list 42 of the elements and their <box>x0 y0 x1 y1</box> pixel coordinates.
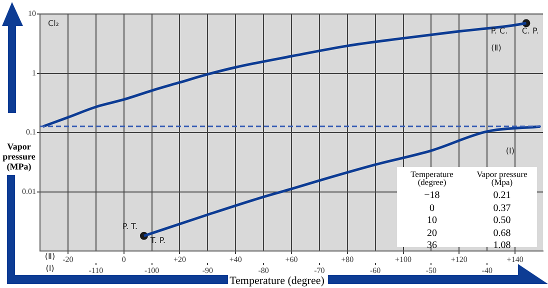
x2-tick-label: -90 <box>202 266 214 275</box>
annotation: 1.08 <box>492 240 512 252</box>
series-label: (Ⅱ) <box>491 43 502 52</box>
text: (Ⅱ) <box>44 252 56 262</box>
x2-tick-label: -40 <box>482 266 492 275</box>
x-tick-label: 0 <box>122 254 126 264</box>
annotation: 0.50 <box>492 215 512 228</box>
x-tick-label: -20 <box>62 254 74 264</box>
y-tick-label: 1 <box>32 68 36 78</box>
annotation: C. P. <box>522 26 539 36</box>
x2-tick-label: -80 <box>258 266 269 275</box>
text: (Ⅰ) <box>46 264 54 274</box>
y-tick-label: 0.1 <box>26 128 36 137</box>
x-tick-label: +60 <box>285 254 298 264</box>
x2-tick-label: -100 <box>144 266 160 275</box>
y-tick-label: 10 <box>28 9 36 18</box>
y-axis-title: Vapor pressure (MPa) <box>2 141 36 172</box>
annotation: Vapor pressure (Mpa) <box>476 168 528 189</box>
x-axis-title: Temperature (degree) <box>230 274 325 287</box>
x-tick-label: +20 <box>173 254 186 264</box>
annotation: 10 <box>426 215 438 228</box>
text: Cl₂ <box>48 19 60 28</box>
x2-tick-label: -50 <box>426 266 437 275</box>
x-tick-label: +40 <box>229 254 242 264</box>
x2-tick-label: -70 <box>314 266 325 275</box>
annotation: −18 <box>423 190 441 202</box>
annotation: 0.68 <box>492 228 512 240</box>
text: (Ⅰ) <box>506 146 515 156</box>
x-tick-label: +100 <box>395 254 412 264</box>
annotation: 0.37 <box>492 202 512 215</box>
x2-tick-label: -110 <box>88 266 104 275</box>
x-tick-label: +140 <box>506 254 524 264</box>
x-tick-label: +80 <box>341 254 354 264</box>
annotation: Temperature (degree) <box>410 168 454 189</box>
x2-tick-label: -60 <box>370 266 381 275</box>
y-tick-label: 0.01 <box>22 186 36 196</box>
annotation: P. C. <box>490 26 508 36</box>
annotation: 20 <box>426 228 438 240</box>
x-tick-label: +120 <box>450 254 468 264</box>
annotation: 0.21 <box>492 190 512 202</box>
annotation: 0 <box>428 202 436 215</box>
annotation: 36 <box>426 240 438 252</box>
